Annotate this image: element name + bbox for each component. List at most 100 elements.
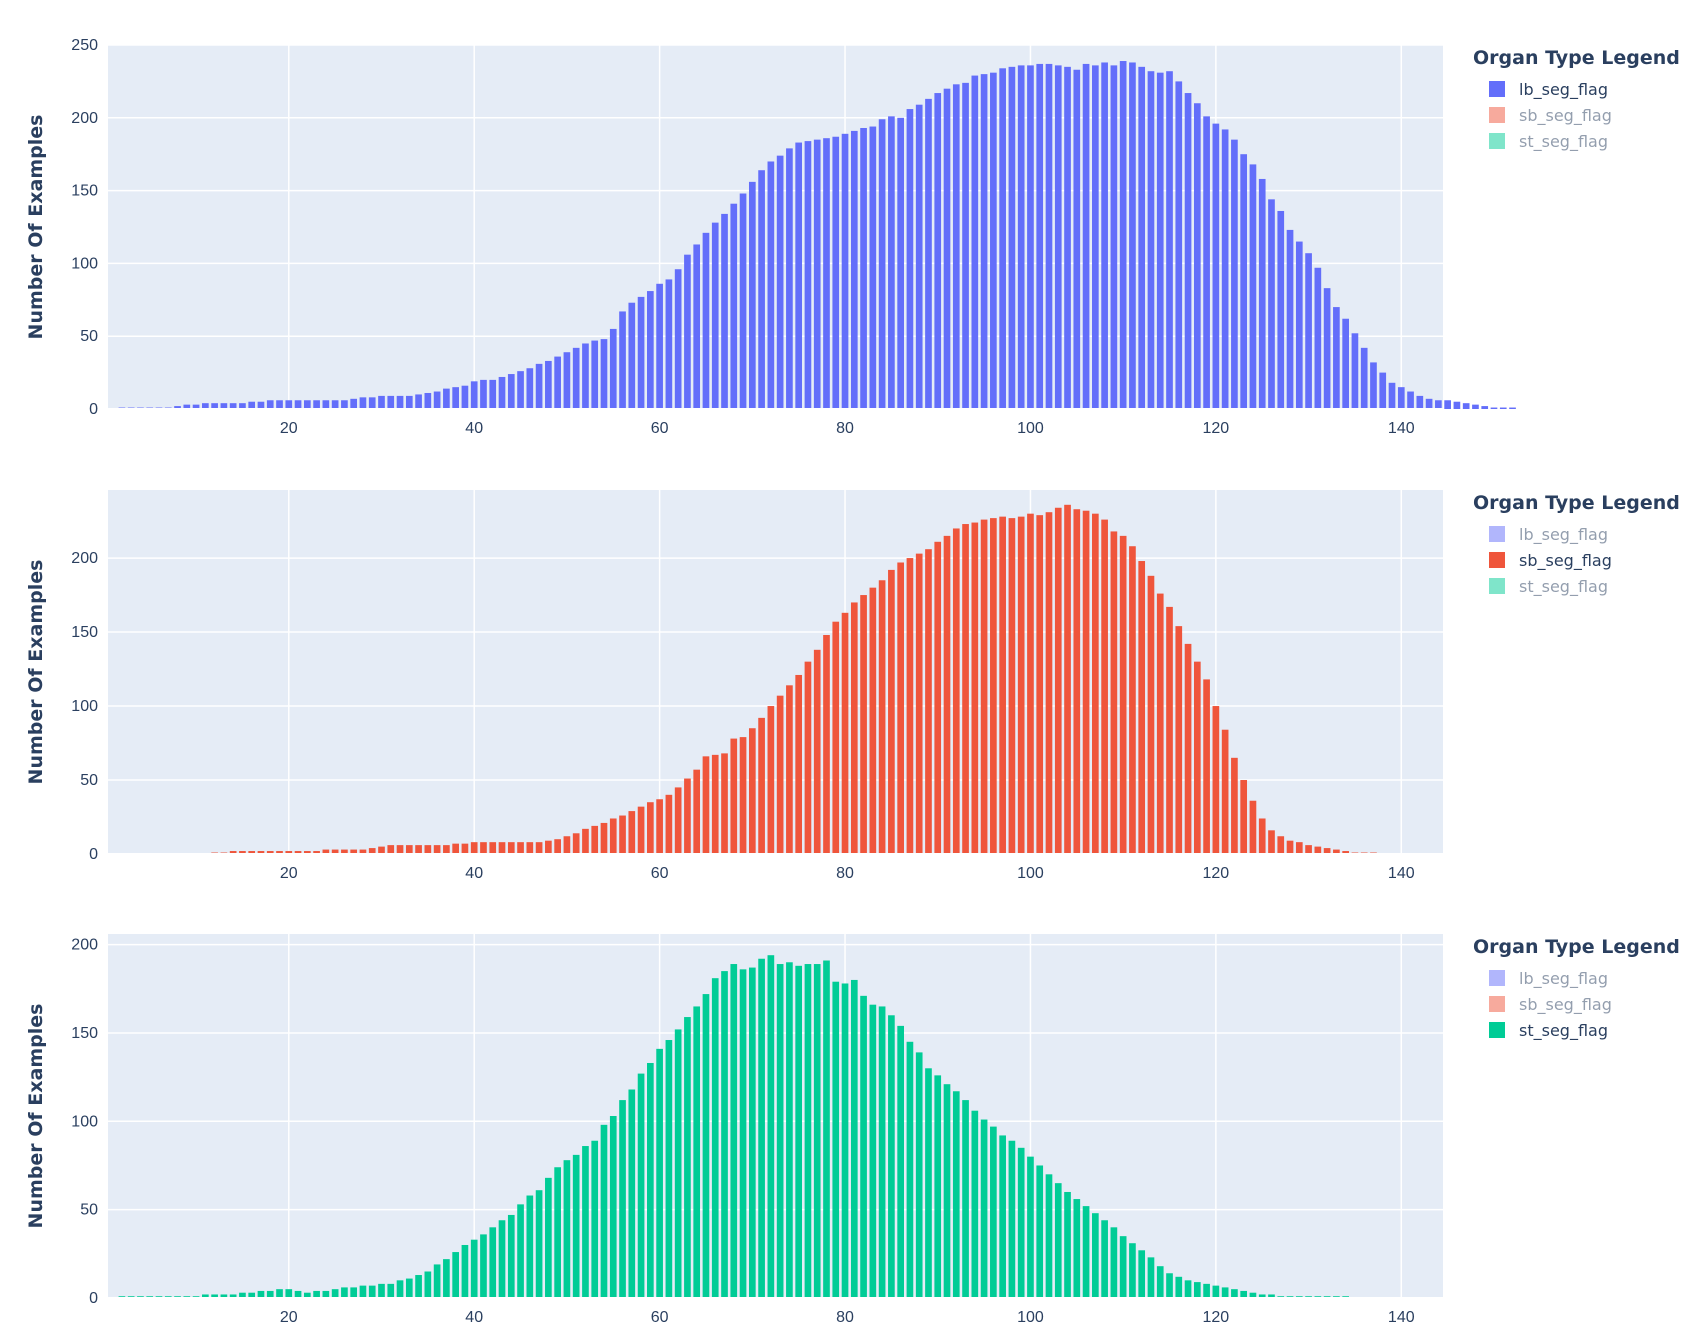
bar-lb_seg_flag xyxy=(850,130,858,410)
bar-lb_seg_flag xyxy=(943,88,951,410)
bar-sb_seg_flag xyxy=(1156,593,1164,854)
y-tick-label: 100 xyxy=(71,1113,98,1130)
bar-st_seg_flag xyxy=(832,981,840,1298)
bar-sb_seg_flag xyxy=(1092,513,1099,854)
x-tick-label: 40 xyxy=(465,420,483,437)
bar-lb_seg_flag xyxy=(1193,103,1201,410)
bar-st_seg_flag xyxy=(1193,1282,1201,1298)
bar-lb_seg_flag xyxy=(572,347,580,409)
bar-sb_seg_flag xyxy=(443,845,450,854)
y-tick-label: 0 xyxy=(89,401,98,418)
x-tick-label: 100 xyxy=(1017,420,1044,437)
bar-st_seg_flag xyxy=(1092,1213,1099,1298)
bar-st_seg_flag xyxy=(637,1073,645,1298)
bar-lb_seg_flag xyxy=(832,136,840,409)
bar-lb_seg_flag xyxy=(405,395,413,409)
bar-sb_seg_flag xyxy=(878,580,886,854)
bar-lb_seg_flag xyxy=(452,387,459,409)
bar-lb_seg_flag xyxy=(1138,66,1146,409)
legend-item-st_seg_flag: st_seg_flag xyxy=(1519,1021,1608,1041)
bar-lb_seg_flag xyxy=(461,385,469,409)
bar-sb_seg_flag xyxy=(452,843,459,854)
bar-st_seg_flag xyxy=(1045,1174,1053,1298)
bar-st_seg_flag xyxy=(211,1294,218,1298)
bar-sb_seg_flag xyxy=(535,842,543,854)
bar-lb_seg_flag xyxy=(1045,63,1053,409)
bar-st_seg_flag xyxy=(934,1075,942,1298)
bar-sb_seg_flag xyxy=(990,518,997,854)
bar-sb_seg_flag xyxy=(897,562,904,854)
y-tick-label: 150 xyxy=(71,183,98,200)
bar-sb_seg_flag xyxy=(461,843,469,854)
bar-sb_seg_flag xyxy=(350,849,358,854)
bar-st_seg_flag xyxy=(480,1234,487,1298)
bar-lb_seg_flag xyxy=(517,371,524,409)
bar-sb_seg_flag xyxy=(489,842,497,854)
bar-lb_seg_flag xyxy=(1407,391,1414,409)
bar-sb_seg_flag xyxy=(257,851,265,854)
bar-st_seg_flag xyxy=(489,1227,497,1298)
bar-lb_seg_flag xyxy=(897,117,904,410)
bar-lb_seg_flag xyxy=(860,127,867,409)
bar-lb_seg_flag xyxy=(999,68,1006,410)
bar-st_seg_flag xyxy=(1027,1156,1034,1298)
bar-lb_seg_flag xyxy=(1490,407,1498,409)
bar-st_seg_flag xyxy=(609,1116,617,1298)
bar-lb_seg_flag xyxy=(1379,372,1387,409)
bar-st_seg_flag xyxy=(693,1006,701,1298)
bar-lb_seg_flag xyxy=(1444,400,1451,409)
bar-lb_seg_flag xyxy=(276,400,283,409)
legend-item-st_seg_flag: st_seg_flag xyxy=(1519,132,1608,152)
bar-st_seg_flag xyxy=(619,1100,626,1298)
bar-lb_seg_flag xyxy=(1249,164,1257,409)
legend: Organ Type Legend lb_seg_flag sb_seg_flags… xyxy=(1473,492,1680,597)
bar-lb_seg_flag xyxy=(1073,69,1081,409)
bar-lb_seg_flag xyxy=(1295,241,1303,409)
bar-sb_seg_flag xyxy=(405,845,413,854)
bar-st_seg_flag xyxy=(841,983,849,1298)
bar-st_seg_flag xyxy=(1119,1236,1127,1298)
bar-lb_seg_flag xyxy=(795,142,803,409)
bar-sb_seg_flag xyxy=(1129,546,1136,854)
x-tick-label: 100 xyxy=(1017,1309,1044,1326)
bar-lb_seg_flag xyxy=(674,269,682,409)
bar-st_seg_flag xyxy=(591,1140,599,1298)
bar-lb_seg_flag xyxy=(1499,407,1507,409)
bar-st_seg_flag xyxy=(1240,1290,1248,1298)
bar-st_seg_flag xyxy=(786,962,793,1298)
bar-st_seg_flag xyxy=(452,1252,459,1298)
bar-sb_seg_flag xyxy=(860,595,867,854)
y-tick-label: 150 xyxy=(71,1025,98,1042)
x-tick-label: 20 xyxy=(280,420,298,437)
bar-lb_seg_flag xyxy=(1351,333,1359,409)
bar-st_seg_flag xyxy=(739,969,747,1298)
bar-sb_seg_flag xyxy=(600,822,608,854)
bar-st_seg_flag xyxy=(1231,1289,1238,1298)
bar-st_seg_flag xyxy=(572,1154,580,1298)
bar-st_seg_flag xyxy=(1017,1147,1025,1298)
bar-lb_seg_flag xyxy=(1258,178,1266,409)
bar-lb_seg_flag xyxy=(489,379,497,409)
bar-st_seg_flag xyxy=(971,1110,979,1298)
legend-swatch-sb_seg_flag xyxy=(1489,107,1505,123)
bar-lb_seg_flag xyxy=(1509,407,1516,409)
bar-st_seg_flag xyxy=(1147,1257,1155,1298)
bar-st_seg_flag xyxy=(443,1259,450,1298)
bar-sb_seg_flag xyxy=(665,794,673,854)
bar-sb_seg_flag xyxy=(850,602,858,854)
bar-st_seg_flag xyxy=(1184,1280,1192,1298)
bar-sb_seg_flag xyxy=(795,674,803,854)
bar-sb_seg_flag xyxy=(758,717,765,854)
bar-lb_seg_flag xyxy=(1435,400,1442,409)
bar-sb_seg_flag xyxy=(294,851,302,854)
bar-sb_seg_flag xyxy=(526,842,534,854)
bar-sb_seg_flag xyxy=(786,685,793,854)
bar-st_seg_flag xyxy=(1212,1285,1220,1298)
bar-lb_seg_flag xyxy=(545,360,552,409)
bar-sb_seg_flag xyxy=(693,769,701,854)
legend: Organ Type Legend lb_seg_flag sb_seg_flags… xyxy=(1473,936,1680,1041)
bar-sb_seg_flag xyxy=(943,535,951,854)
bar-lb_seg_flag xyxy=(684,254,691,409)
bar-sb_seg_flag xyxy=(1193,661,1201,854)
